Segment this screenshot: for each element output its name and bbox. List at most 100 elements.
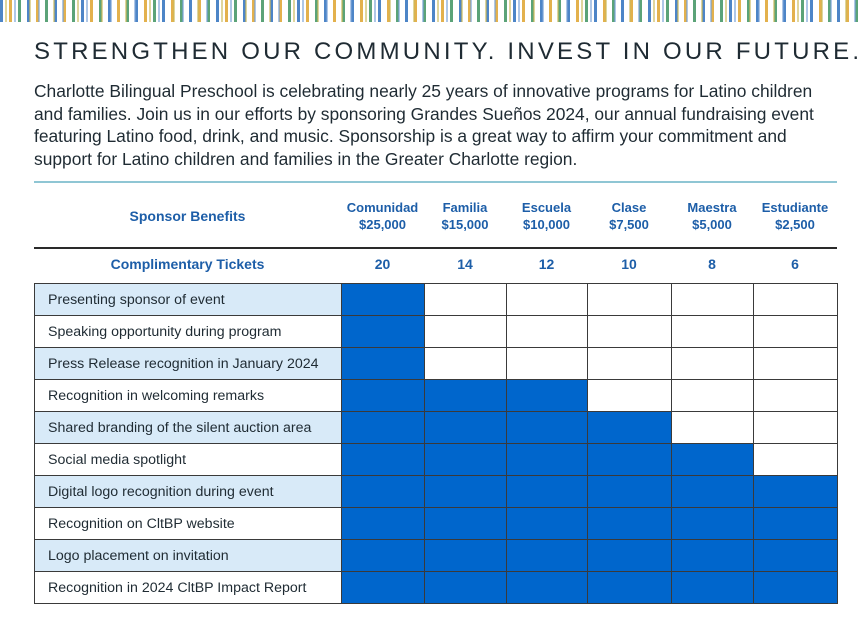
table-row: Digital logo recognition during event [34, 475, 838, 508]
benefit-included-cell [341, 443, 425, 476]
benefit-not-included-cell [671, 379, 754, 412]
benefit-not-included-cell [753, 379, 838, 412]
level-header-comunidad: Comunidad $25,000 [341, 199, 424, 233]
level-header-familia: Familia $15,000 [424, 199, 506, 233]
benefit-not-included-cell [506, 283, 588, 316]
benefit-included-cell [424, 539, 507, 572]
benefit-not-included-cell [506, 347, 588, 380]
benefit-not-included-cell [671, 347, 754, 380]
benefit-included-cell [424, 443, 507, 476]
ticket-count-familia: 14 [457, 256, 473, 272]
benefit-included-cell [671, 443, 754, 476]
benefit-included-cell [424, 379, 507, 412]
benefit-not-included-cell [587, 379, 672, 412]
level-header-estudiante: Estudiante $2,500 [753, 199, 837, 233]
benefit-included-cell [341, 315, 425, 348]
sponsor-benefits-header: Sponsor Benefits [129, 208, 246, 224]
ticket-count-maestra: 8 [708, 256, 716, 272]
ticket-count-comunidad: 20 [374, 256, 391, 272]
benefit-not-included-cell [587, 347, 672, 380]
benefit-included-cell [424, 475, 507, 508]
intro-paragraph: Charlotte Bilingual Preschool is celebra… [34, 81, 814, 169]
benefit-included-cell [671, 539, 754, 572]
benefit-included-cell [341, 379, 425, 412]
level-name: Comunidad [346, 200, 419, 215]
level-name: Clase [611, 200, 647, 215]
benefit-included-cell [341, 507, 425, 540]
benefit-not-included-cell [753, 411, 838, 444]
benefit-label: Logo placement on invitation [34, 539, 342, 572]
level-header-escuela: Escuela $10,000 [506, 199, 587, 233]
level-amount: $25,000 [359, 217, 406, 232]
benefit-label: Digital logo recognition during event [34, 475, 342, 508]
ticket-count-escuela: 12 [538, 256, 555, 272]
benefit-not-included-cell [753, 347, 838, 380]
table-row: Social media spotlight [34, 443, 838, 476]
level-name: Familia [442, 200, 488, 215]
level-name: Escuela [521, 200, 572, 215]
benefit-included-cell [506, 475, 588, 508]
table-row: Logo placement on invitation [34, 539, 838, 572]
level-amount: $5,000 [692, 217, 732, 232]
benefit-included-cell [671, 475, 754, 508]
table-top-rule [34, 181, 837, 183]
header-divider [34, 247, 837, 249]
benefit-included-cell [506, 443, 588, 476]
table-row: Speaking opportunity during program [34, 315, 838, 348]
benefit-included-cell [424, 411, 507, 444]
benefit-included-cell [753, 507, 838, 540]
benefit-label: Speaking opportunity during program [34, 315, 342, 348]
level-header-clase: Clase $7,500 [587, 199, 671, 233]
benefit-not-included-cell [671, 411, 754, 444]
benefit-not-included-cell [671, 283, 754, 316]
benefit-label: Press Release recognition in January 202… [34, 347, 342, 380]
benefit-not-included-cell [753, 443, 838, 476]
benefit-not-included-cell [753, 283, 838, 316]
benefit-included-cell [341, 347, 425, 380]
benefit-included-cell [341, 539, 425, 572]
benefit-not-included-cell [587, 283, 672, 316]
table-row: Recognition in welcoming remarks [34, 379, 838, 412]
benefit-included-cell [753, 539, 838, 572]
complimentary-tickets-label: Complimentary Tickets [110, 256, 265, 272]
benefit-included-cell [506, 411, 588, 444]
level-header-maestra: Maestra $5,000 [671, 199, 753, 233]
page-headline: STRENGTHEN OUR COMMUNITY. INVEST IN OUR … [34, 38, 860, 65]
level-amount: $10,000 [523, 217, 570, 232]
benefit-included-cell [753, 475, 838, 508]
level-name: Estudiante [761, 200, 829, 215]
benefit-included-cell [671, 571, 754, 604]
benefit-included-cell [587, 443, 672, 476]
benefit-not-included-cell [506, 315, 588, 348]
decorative-pattern-border [0, 0, 860, 22]
table-header-row: Sponsor Benefits Comunidad $25,000 Familia… [34, 196, 837, 240]
complimentary-tickets-row: Complimentary Tickets 20 14 12 10 8 6 [34, 255, 837, 277]
table-row: Recognition in 2024 CltBP Impact Report [34, 571, 838, 604]
benefit-included-cell [424, 507, 507, 540]
ticket-count-clase: 10 [621, 256, 637, 272]
benefit-included-cell [506, 539, 588, 572]
benefit-included-cell [341, 571, 425, 604]
benefit-included-cell [587, 539, 672, 572]
level-name: Maestra [687, 200, 737, 215]
table-row: Recognition on CltBP website [34, 507, 838, 540]
benefit-not-included-cell [424, 283, 507, 316]
benefit-label: Recognition on CltBP website [34, 507, 342, 540]
level-amount: $15,000 [441, 217, 489, 232]
benefit-label: Social media spotlight [34, 443, 342, 476]
benefit-included-cell [587, 411, 672, 444]
benefit-not-included-cell [587, 315, 672, 348]
benefit-label: Recognition in 2024 CltBP Impact Report [34, 571, 342, 604]
table-row: Press Release recognition in January 202… [34, 347, 838, 380]
table-row: Presenting sponsor of event [34, 283, 838, 316]
benefit-included-cell [341, 283, 425, 316]
benefit-not-included-cell [671, 315, 754, 348]
ticket-count-estudiante: 6 [791, 256, 799, 272]
benefit-included-cell [753, 571, 838, 604]
benefit-label: Presenting sponsor of event [34, 283, 342, 316]
benefit-included-cell [341, 411, 425, 444]
level-amount: $2,500 [775, 217, 815, 232]
level-amount: $7,500 [609, 217, 649, 232]
benefit-not-included-cell [424, 347, 507, 380]
benefit-not-included-cell [424, 315, 507, 348]
